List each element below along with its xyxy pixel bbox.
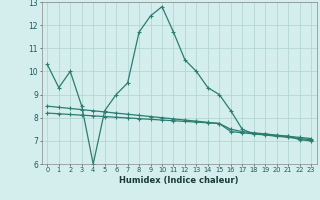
X-axis label: Humidex (Indice chaleur): Humidex (Indice chaleur) [119, 176, 239, 185]
